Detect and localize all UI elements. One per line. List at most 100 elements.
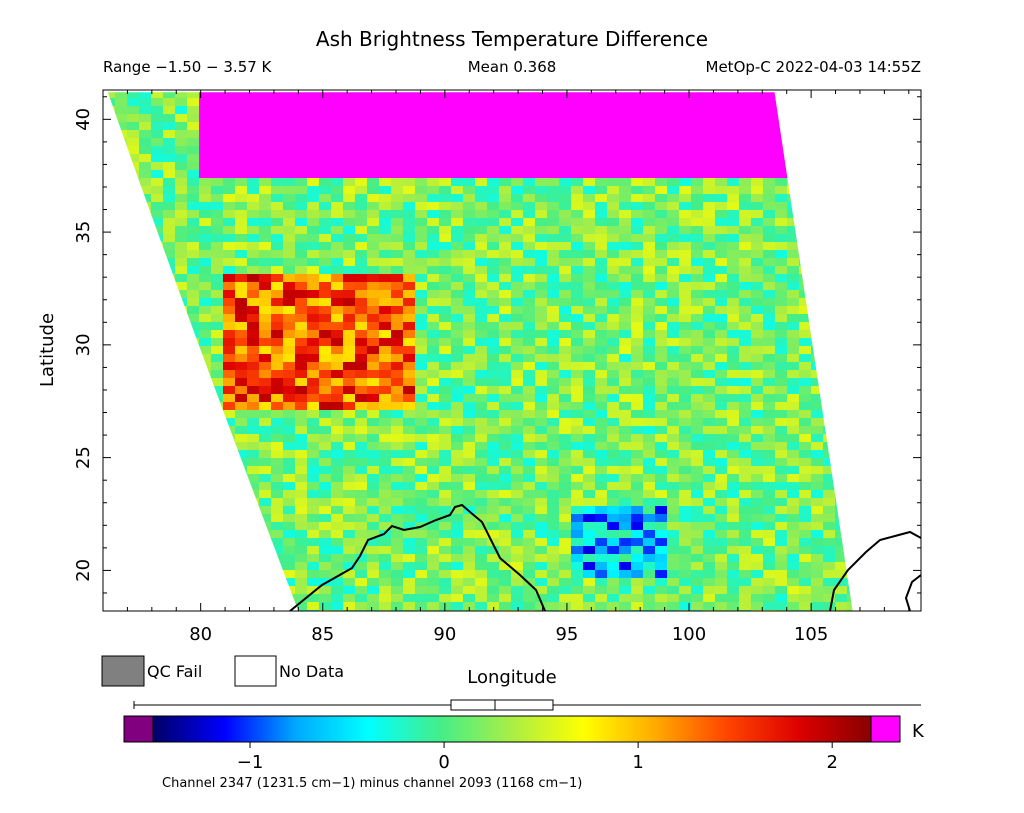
heatmap-cell bbox=[307, 266, 320, 275]
heatmap-cell bbox=[175, 362, 188, 371]
heatmap-cell bbox=[823, 554, 836, 563]
heatmap-cell bbox=[787, 154, 800, 163]
heatmap-cell bbox=[163, 346, 176, 355]
heatmap-cell bbox=[379, 194, 392, 203]
heatmap-cell bbox=[559, 226, 572, 235]
heatmap-cell bbox=[619, 114, 632, 123]
heatmap-cell bbox=[415, 306, 428, 315]
heatmap-cell bbox=[595, 450, 608, 459]
heatmap-cell bbox=[559, 586, 572, 595]
heatmap-cell bbox=[475, 274, 488, 283]
heatmap-cell bbox=[799, 474, 812, 483]
heatmap-cell bbox=[439, 314, 452, 323]
heatmap-cell bbox=[259, 242, 272, 251]
heatmap-cell bbox=[391, 370, 404, 379]
heatmap-cell bbox=[823, 506, 836, 515]
heatmap-cell bbox=[199, 586, 212, 595]
heatmap-cell bbox=[487, 306, 500, 315]
heatmap-cell bbox=[487, 202, 500, 211]
heatmap-cell bbox=[763, 522, 776, 531]
heatmap-cell bbox=[247, 602, 260, 611]
heatmap-cell bbox=[163, 498, 176, 507]
heatmap-cell bbox=[115, 362, 128, 371]
heatmap-cell bbox=[499, 130, 512, 139]
heatmap-cell bbox=[811, 538, 824, 547]
heatmap-cell bbox=[571, 194, 584, 203]
heatmap-cell bbox=[787, 450, 800, 459]
heatmap-cell bbox=[583, 138, 596, 147]
heatmap-cell bbox=[691, 458, 704, 467]
slider-thumb[interactable] bbox=[450, 699, 554, 711]
heatmap-cell bbox=[751, 98, 764, 107]
heatmap-cell bbox=[679, 170, 692, 179]
heatmap-cell bbox=[115, 122, 128, 131]
heatmap-cell bbox=[163, 474, 176, 483]
heatmap-cell bbox=[439, 138, 452, 147]
heatmap-cell bbox=[295, 194, 308, 203]
heatmap-cell bbox=[295, 402, 308, 411]
heatmap-cell bbox=[115, 98, 128, 107]
heatmap-cell bbox=[187, 362, 200, 371]
heatmap-cell bbox=[571, 490, 584, 499]
heatmap-cell bbox=[259, 514, 272, 523]
heatmap-cell bbox=[787, 474, 800, 483]
heatmap-cell bbox=[559, 370, 572, 379]
heatmap-cell bbox=[499, 226, 512, 235]
heatmap-cell bbox=[727, 226, 740, 235]
heatmap-cell bbox=[655, 474, 668, 483]
heatmap-cell bbox=[523, 426, 536, 435]
heatmap-cell bbox=[211, 370, 224, 379]
heatmap-cell bbox=[607, 474, 620, 483]
heatmap-cell bbox=[595, 490, 608, 499]
heatmap-cell bbox=[211, 146, 224, 155]
heatmap-cell bbox=[619, 242, 632, 251]
heatmap-cell bbox=[379, 394, 392, 403]
heatmap-cell bbox=[883, 162, 896, 171]
heatmap-cell bbox=[619, 322, 632, 331]
heatmap-cell bbox=[643, 530, 656, 539]
heatmap-cell bbox=[499, 92, 512, 99]
heatmap-cell bbox=[607, 92, 620, 99]
heatmap-cell bbox=[115, 570, 128, 579]
heatmap-cell bbox=[355, 538, 368, 547]
heatmap-cell bbox=[295, 498, 308, 507]
heatmap-cell bbox=[691, 514, 704, 523]
heatmap-cell bbox=[439, 170, 452, 179]
heatmap-cell bbox=[883, 298, 896, 307]
heatmap-cell bbox=[187, 194, 200, 203]
heatmap-cell bbox=[751, 178, 764, 187]
heatmap-cell bbox=[631, 194, 644, 203]
heatmap-cell bbox=[427, 306, 440, 315]
heatmap-cell bbox=[247, 218, 260, 227]
heatmap-cell bbox=[607, 226, 620, 235]
heatmap-cell bbox=[643, 290, 656, 299]
heatmap-cell bbox=[715, 122, 728, 131]
heatmap-cell bbox=[523, 554, 536, 563]
heatmap-cell bbox=[319, 98, 332, 107]
qc-fail-swatch bbox=[101, 655, 145, 687]
heatmap-cell bbox=[175, 266, 188, 275]
heatmap-cell bbox=[907, 322, 920, 331]
heatmap-cell bbox=[631, 178, 644, 187]
heatmap-cell bbox=[835, 386, 848, 395]
heatmap-cell bbox=[559, 194, 572, 203]
heatmap-cell bbox=[343, 178, 356, 187]
heatmap-cell bbox=[187, 562, 200, 571]
heatmap-cell bbox=[583, 282, 596, 291]
heatmap-cell bbox=[259, 250, 272, 259]
heatmap-cell bbox=[415, 250, 428, 259]
heatmap-cell bbox=[691, 442, 704, 451]
heatmap-cell bbox=[295, 266, 308, 275]
heatmap-cell bbox=[595, 170, 608, 179]
colorbar-slider[interactable] bbox=[133, 699, 921, 711]
heatmap-cell bbox=[271, 306, 284, 315]
heatmap-cell bbox=[367, 178, 380, 187]
heatmap-cell bbox=[535, 306, 548, 315]
heatmap-cell bbox=[835, 530, 848, 539]
heatmap-cell bbox=[151, 490, 164, 499]
heatmap-cell bbox=[139, 554, 152, 563]
heatmap-cell bbox=[307, 506, 320, 515]
heatmap-cell bbox=[475, 106, 488, 115]
heatmap-cell bbox=[835, 394, 848, 403]
heatmap-cell bbox=[811, 466, 824, 475]
